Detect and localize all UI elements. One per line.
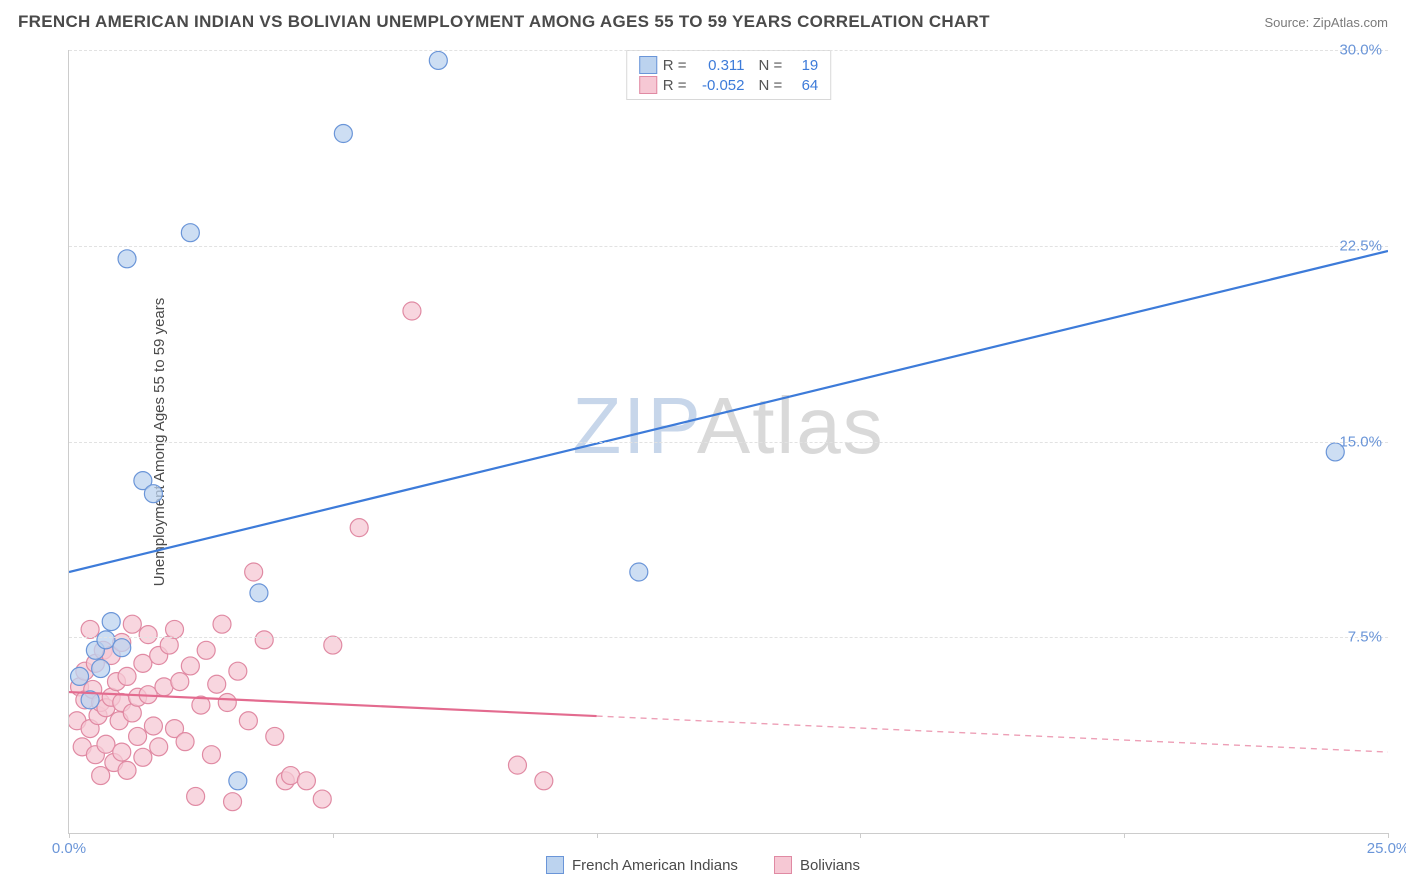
n-label: N = <box>759 77 783 94</box>
plot-area: ZIPAtlas R = 0.311 N = 19 R = -0.052 N =… <box>68 50 1388 834</box>
swatch-series-2 <box>774 856 792 874</box>
legend-label-series-1: French American Indians <box>572 857 738 874</box>
legend-item-series-2: Bolivians <box>774 856 860 874</box>
legend-item-series-1: French American Indians <box>546 856 738 874</box>
n-value-series-1: 19 <box>788 57 818 74</box>
stats-row-series-1: R = 0.311 N = 19 <box>639 56 819 74</box>
r-label: R = <box>663 77 687 94</box>
stats-legend-box: R = 0.311 N = 19 R = -0.052 N = 64 <box>626 50 832 100</box>
y-tick-label: 22.5% <box>1339 237 1382 254</box>
page-title: FRENCH AMERICAN INDIAN VS BOLIVIAN UNEMP… <box>18 12 990 32</box>
y-tick-label: 30.0% <box>1339 42 1382 59</box>
r-label: R = <box>663 57 687 74</box>
r-value-series-1: 0.311 <box>693 57 745 74</box>
swatch-series-1 <box>639 56 657 74</box>
swatch-series-1 <box>546 856 564 874</box>
y-tick-label: 15.0% <box>1339 433 1382 450</box>
bottom-legend: French American Indians Bolivians <box>0 856 1406 874</box>
source-label: Source: ZipAtlas.com <box>1264 15 1388 30</box>
x-tick-label: 25.0% <box>1367 840 1406 857</box>
x-tick-label: 0.0% <box>52 840 86 857</box>
y-tick-label: 7.5% <box>1348 629 1382 646</box>
n-value-series-2: 64 <box>788 77 818 94</box>
legend-label-series-2: Bolivians <box>800 857 860 874</box>
swatch-series-2 <box>639 76 657 94</box>
correlation-chart: Unemployment Among Ages 55 to 59 years Z… <box>50 50 1388 834</box>
r-value-series-2: -0.052 <box>693 77 745 94</box>
n-label: N = <box>759 57 783 74</box>
stats-row-series-2: R = -0.052 N = 64 <box>639 76 819 94</box>
